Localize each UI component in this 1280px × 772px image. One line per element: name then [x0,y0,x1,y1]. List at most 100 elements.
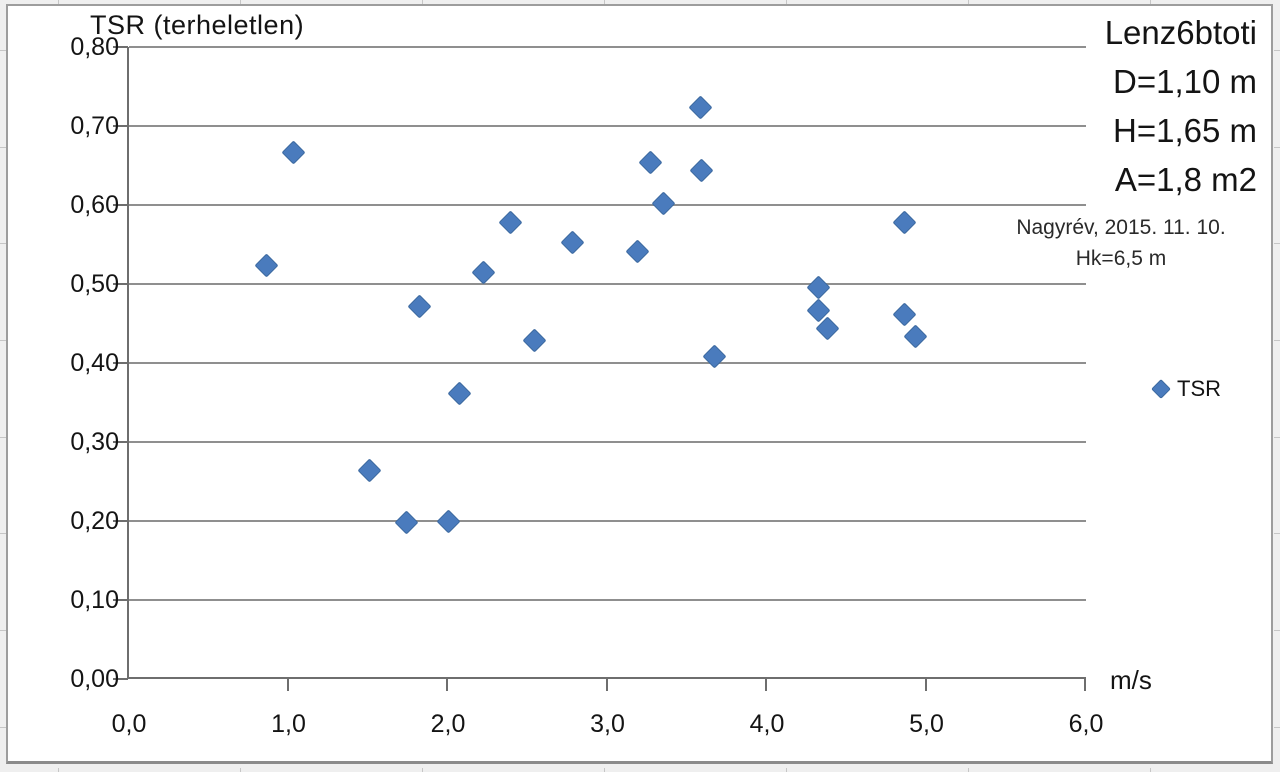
data-point[interactable] [435,508,461,534]
legend[interactable]: TSR [1151,376,1221,402]
y-axis-tick [113,441,128,443]
x-axis-tick [286,677,289,691]
y-axis-tick [113,46,128,48]
data-point[interactable] [357,458,382,483]
annotation-block-large: Lenz6btoti D=1,10 m H=1,65 m A=1,8 m2 [1105,8,1257,204]
annotation-line-location-date: Nagyrév, 2015. 11. 10. [1016,216,1226,239]
data-point[interactable] [471,260,496,285]
annotation-line-area: A=1,8 m2 [1114,161,1257,198]
data-point[interactable] [702,344,727,369]
x-axis-tick [605,677,608,691]
chart-title: TSR (terheletlen) [90,10,305,40]
worksheet-column-line [1150,0,1151,4]
data-point[interactable] [687,95,713,120]
worksheet-column-line [604,0,605,4]
y-axis-tick [113,599,128,601]
y-gridline [129,283,1086,285]
worksheet-row-line [1274,630,1280,631]
annotation-line-title: Lenz6btoti [1104,14,1257,51]
x-axis-tick-label: 1,0 [271,710,306,738]
y-axis-tick-label: 0,60 [70,191,119,219]
worksheet-row-line [0,50,6,51]
data-point[interactable] [689,158,714,183]
data-point[interactable] [498,210,523,235]
y-gridline [129,46,1086,48]
annotation-block-small: Nagyrév, 2015. 11. 10. Hk=6,5 m [972,212,1270,274]
x-axis-tick [446,677,448,691]
x-axis-tick [924,677,927,691]
data-point[interactable] [394,510,419,535]
x-axis-tick-label: 3,0 [590,710,625,738]
annotation-line-hk: Hk=6,5 m [1075,247,1167,270]
x-axis-tick [765,677,767,691]
annotation-line-height: H=1,65 m [1113,112,1257,149]
worksheet-row-line [0,340,6,341]
chart-area[interactable]: TSR (terheletlen) 0,00 0,10 0,20 0,30 0,40 0,… [6,4,1273,764]
worksheet-row-line [1274,437,1280,438]
worksheet-column-line [1150,768,1151,772]
worksheet-row-line [0,727,6,728]
worksheet-column-line [240,768,241,772]
worksheet-column-line [604,768,605,772]
data-point[interactable] [254,253,279,278]
worksheet-row-line [0,243,6,244]
worksheet-column-line [58,0,59,4]
data-point[interactable] [892,210,917,235]
x-axis-tick-label: 4,0 [749,710,785,738]
y-axis-tick-label: 0,00 [70,665,119,693]
data-point[interactable] [638,150,663,175]
worksheet-column-line [240,0,241,4]
worksheet-column-line [968,768,969,772]
data-point[interactable] [806,275,831,300]
x-axis-tick-label: 5,0 [909,710,944,738]
y-axis-tick-label: 0,10 [70,586,119,614]
data-point[interactable] [407,294,432,319]
y-axis-tick-label: 0,40 [70,349,119,377]
y-axis-tick [113,678,128,680]
legend-diamond-marker-icon [1151,379,1171,399]
y-gridline [129,520,1086,522]
data-point[interactable] [903,324,928,349]
y-axis-tick-label: 0,70 [70,112,119,140]
worksheet-column-line [786,0,787,4]
x-axis-tick-label: 2,0 [430,710,466,738]
data-point[interactable] [522,328,547,353]
y-axis-tick [113,283,128,285]
y-axis-tick-label: 0,50 [70,270,119,298]
y-axis-tick [113,125,128,127]
y-gridline [129,441,1086,443]
worksheet-row-line [1274,727,1280,728]
worksheet-row-line [0,147,6,148]
y-gridline [129,599,1086,601]
data-point[interactable] [625,239,650,264]
data-point[interactable] [651,191,676,216]
worksheet-row-line [1274,243,1280,244]
worksheet-row-line [0,630,6,631]
data-point[interactable] [281,140,306,165]
y-gridline [129,362,1086,364]
y-gridline [129,125,1086,127]
y-axis-tick [113,362,128,364]
worksheet-column-line [968,0,969,4]
x-axis-tick-label: 6,0 [1068,710,1104,738]
worksheet-column-line [422,768,423,772]
worksheet-row-line [0,533,6,534]
plot-area[interactable]: 0,00 0,10 0,20 0,30 0,40 0,50 0,60 0,70 0,80 0,0 1… [70,33,1103,738]
y-axis-tick [113,520,128,522]
data-point[interactable] [560,230,585,255]
x-axis-tick-label: 0,0 [111,710,147,738]
data-point[interactable] [447,381,472,406]
legend-label: TSR [1177,376,1221,401]
worksheet-row-line [1274,147,1280,148]
worksheet-row-line [1274,340,1280,341]
y-axis-tick [113,204,128,206]
y-axis-tick-label: 0,20 [70,507,119,535]
x-axis-tick [1084,677,1086,691]
x-axis-unit-label: m/s [1110,665,1152,695]
worksheet-row-line [0,437,6,438]
data-point[interactable] [892,302,917,327]
worksheet-row-line [1274,533,1280,534]
worksheet-column-line [786,768,787,772]
worksheet-column-line [58,768,59,772]
